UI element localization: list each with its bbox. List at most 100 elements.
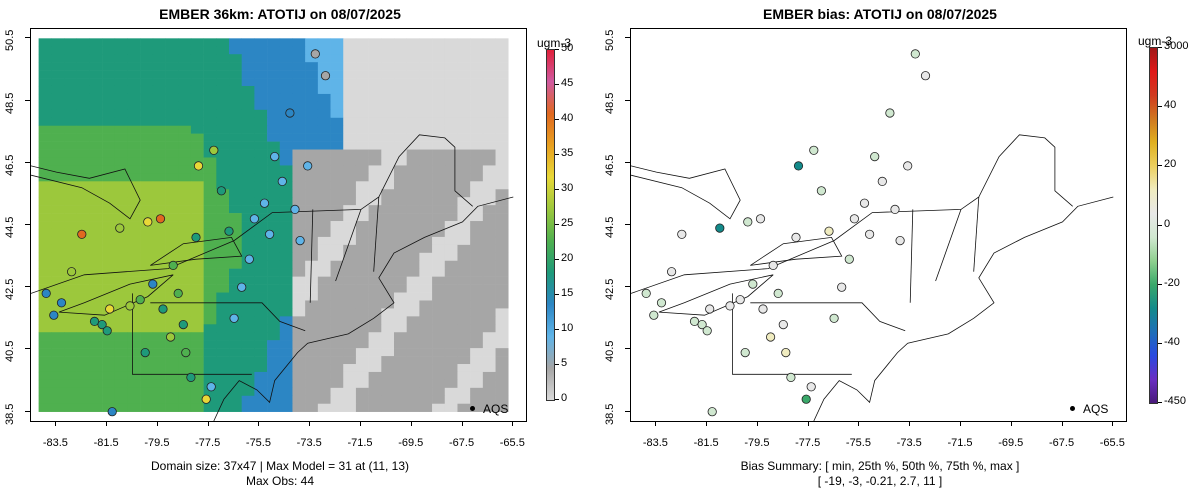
grid-cell: [102, 244, 116, 254]
grid-cell: [178, 221, 192, 230]
grid-cell: [279, 181, 293, 190]
bias-marker: [824, 226, 834, 236]
grid-cell: [305, 340, 319, 349]
grid-cell: [394, 46, 407, 55]
grid-cell: [394, 85, 407, 95]
grid-cell: [76, 109, 90, 119]
grid-cell: [51, 205, 65, 214]
grid-cell: [152, 78, 166, 87]
grid-cell: [343, 244, 357, 254]
grid-cell: [317, 117, 331, 127]
grid-cell: [355, 109, 369, 119]
grid-cell: [38, 379, 52, 389]
grid-cell: [64, 149, 77, 158]
y-tick-mark: [25, 37, 30, 39]
grid-cell: [343, 228, 357, 238]
grid-cell: [102, 125, 116, 134]
grid-cell: [432, 348, 446, 357]
grid-cell: [203, 125, 217, 134]
grid-cell: [279, 125, 293, 134]
grid-cell: [394, 387, 407, 397]
grid-cell: [419, 54, 433, 63]
grid-cell: [394, 300, 407, 309]
grid-cell: [190, 173, 204, 182]
observation-marker: [249, 214, 259, 224]
grid-cell: [305, 157, 319, 166]
grid-cell: [114, 93, 128, 103]
grid-cell: [38, 141, 52, 150]
grid-cell: [343, 252, 357, 262]
grid-cell: [127, 133, 141, 142]
grid-cell: [89, 181, 103, 190]
grid-cell: [216, 260, 230, 269]
y-tick-label: 44.5: [4, 216, 16, 238]
grid-cell: [495, 260, 509, 269]
grid-cell: [152, 300, 166, 309]
grid-cell: [127, 324, 141, 333]
grid-cell: [317, 379, 331, 389]
grid-cell: [355, 268, 369, 277]
grid-cell: [432, 205, 446, 214]
grid-cell: [127, 348, 141, 357]
grid-cell: [38, 125, 52, 134]
y-tick-mark: [625, 161, 630, 163]
grid-cell: [482, 371, 496, 381]
grid-cell: [267, 101, 281, 111]
grid-cell: [343, 70, 357, 79]
colorbar-tick-label: 0: [1164, 217, 1171, 230]
grid-cell: [165, 356, 179, 365]
grid-cell: [305, 54, 319, 63]
grid-cell: [457, 292, 471, 301]
grid-cell: [229, 181, 242, 190]
grid-cell: [368, 308, 382, 317]
grid-cell: [254, 141, 268, 150]
grid-cell: [406, 149, 420, 158]
grid-cell: [381, 46, 395, 55]
grid-cell: [114, 284, 128, 293]
grid-cell: [381, 340, 395, 349]
grid-cell: [38, 149, 52, 158]
grid-cell: [241, 149, 255, 158]
grid-cell: [482, 324, 496, 333]
grid-cell: [470, 340, 484, 349]
grid-cell: [305, 78, 319, 87]
bias-points: [641, 49, 931, 417]
bias-marker: [707, 407, 717, 417]
grid-cell: [178, 364, 192, 373]
bias-marker: [768, 260, 778, 270]
grid-cell: [355, 78, 369, 87]
x-tick-mark: [1010, 421, 1012, 426]
great-lakes-shoreline: [31, 165, 141, 220]
grid-cell: [254, 260, 268, 269]
grid-cell: [457, 78, 471, 87]
grid-cell: [229, 85, 242, 95]
grid-cell: [394, 356, 407, 365]
grid-cell: [152, 316, 166, 325]
grid-cell: [419, 348, 433, 357]
colorbar-tick: [555, 49, 559, 50]
grid-cell: [254, 125, 268, 134]
grid-cell: [381, 356, 395, 365]
grid-cell: [165, 316, 179, 325]
grid-cell: [165, 364, 179, 373]
grid-cell: [229, 117, 242, 127]
grid-cell: [279, 78, 293, 87]
grid-cell: [152, 260, 166, 269]
grid-cell: [355, 181, 369, 190]
grid-cell: [406, 316, 420, 325]
grid-cell: [241, 395, 255, 405]
grid-cell: [152, 141, 166, 150]
grid-cell: [292, 292, 306, 301]
grid-cell: [165, 117, 179, 127]
grid-cell: [355, 157, 369, 166]
grid-cell: [140, 340, 154, 349]
grid-cell: [444, 101, 458, 111]
grid-cell: [241, 125, 255, 134]
observation-marker: [206, 382, 216, 392]
grid-cell: [190, 133, 204, 142]
grid-cell: [203, 101, 217, 111]
grid-cell: [317, 46, 331, 55]
grid-cell: [64, 387, 77, 397]
grid-cell: [305, 101, 319, 111]
grid-cell: [419, 371, 433, 381]
